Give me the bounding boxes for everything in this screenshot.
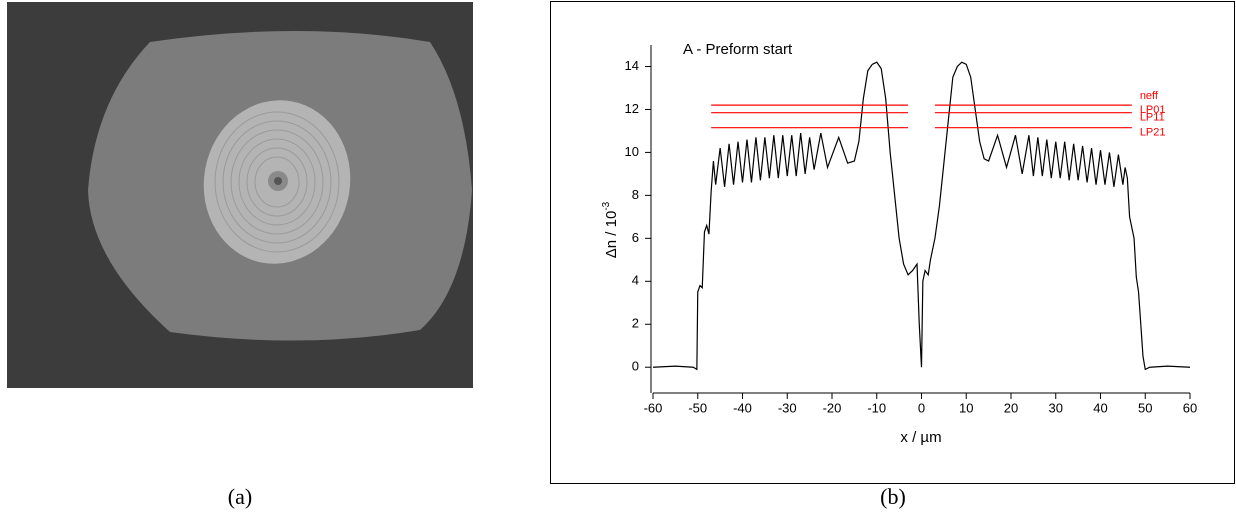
annotation: A - Preform start <box>683 41 793 58</box>
y-tick-label: 6 <box>632 230 639 245</box>
y-axis-label: Δn / 10-3 <box>601 201 620 258</box>
y-tick-label: 2 <box>632 316 639 331</box>
x-tick-label: -20 <box>823 400 842 415</box>
panel-label: (b) <box>880 484 906 509</box>
y-tick-label: 4 <box>632 273 639 288</box>
micrograph <box>7 2 473 388</box>
x-tick-label: 40 <box>1093 400 1107 415</box>
y-label-text: Δn / 10 <box>603 211 620 259</box>
mode-header: neff <box>1140 90 1159 102</box>
x-tick-label: 20 <box>1004 400 1018 415</box>
x-tick-label: -60 <box>644 400 663 415</box>
mode-label: LP11 <box>1140 112 1165 124</box>
x-tick-label: 60 <box>1183 400 1197 415</box>
x-tick-label: 0 <box>918 400 925 415</box>
y-tick-label: 10 <box>625 144 639 159</box>
panel-label: (a) <box>228 484 252 509</box>
x-tick-label: 10 <box>959 400 973 415</box>
x-tick-label: -40 <box>733 400 752 415</box>
x-tick-label: -10 <box>867 400 886 415</box>
y-tick-label: 14 <box>625 58 639 73</box>
x-tick-label: 50 <box>1138 400 1152 415</box>
fringes <box>214 111 340 253</box>
y-tick-label: 0 <box>632 359 639 374</box>
mode-label: LP01 <box>1140 104 1166 116</box>
chart-frame <box>550 1 1235 484</box>
y-tick-label: 12 <box>625 101 639 116</box>
center-spot <box>274 177 282 185</box>
x-tick-label: -50 <box>688 400 707 415</box>
y-label-exponent: -3 <box>601 201 612 210</box>
x-axis-label: x / µm <box>900 429 941 446</box>
x-tick-label: -30 <box>778 400 797 415</box>
mode-label: LP21 <box>1140 127 1166 139</box>
profile-line <box>652 61 1191 371</box>
y-tick-label: 8 <box>632 187 639 202</box>
x-tick-label: 30 <box>1049 400 1063 415</box>
